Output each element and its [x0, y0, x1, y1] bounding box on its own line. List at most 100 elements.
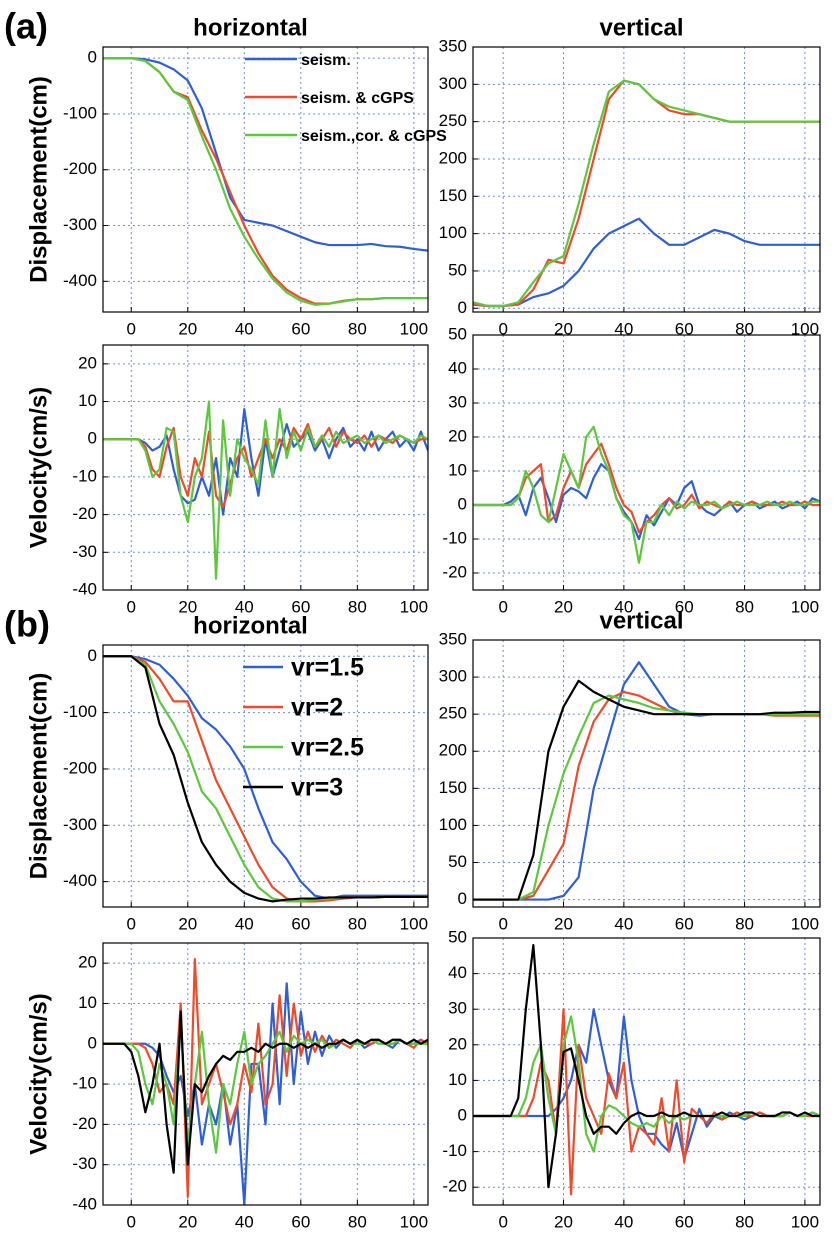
data-line [473, 679, 820, 901]
x-tick-label: 40 [614, 1212, 633, 1231]
x-tick-label: 80 [348, 597, 367, 616]
y-tick-label: 40 [448, 358, 467, 377]
x-tick-label: 60 [291, 914, 310, 933]
y-axis-label: Displacement(cm) [25, 76, 52, 283]
legend-label: vr=2.5 [291, 734, 364, 762]
panel: 0 20 40 60 80 100 -40 -30 -20 -10 0 10 20 Velocity(cm… [25, 344, 429, 616]
y-tick-label: 30 [448, 999, 467, 1018]
y-tick-label: -20 [442, 562, 467, 581]
y-tick-label: -40 [72, 1194, 97, 1213]
x-tick-label: 0 [127, 319, 136, 338]
y-tick-label: -40 [72, 579, 97, 598]
x-tick-label: 60 [291, 319, 310, 338]
x-tick-label: 0 [127, 914, 136, 933]
series-group [473, 661, 820, 901]
data-line [103, 1010, 428, 1174]
y-tick-label: 0 [458, 494, 467, 513]
series-group [473, 944, 820, 1196]
data-line [103, 1022, 428, 1154]
y-axis-label: Displacement(cm) [25, 673, 52, 880]
y-tick-label: -100 [63, 103, 97, 122]
data-line [103, 423, 428, 509]
x-tick-label: 40 [235, 597, 254, 616]
y-tick-label: 250 [439, 111, 467, 130]
y-tick-label: -10 [72, 466, 97, 485]
data-line [473, 463, 820, 541]
y-axis-label: Velocity(cm/s) [25, 993, 52, 1154]
y-tick-label: -400 [63, 871, 97, 890]
y-tick-label: 50 [448, 324, 467, 343]
plot-frame [472, 334, 821, 591]
panel: 0 20 40 60 80 100 0 -100 -200 -300 -400 horizontal (… [4, 604, 429, 933]
x-tick-label: 100 [400, 914, 428, 933]
y-tick-label: -200 [63, 758, 97, 777]
panel-title: vertical [599, 14, 683, 41]
legend-label: vr=3 [291, 774, 343, 802]
legend-label: seism.,cor. & cGPS [301, 128, 447, 145]
x-tick-label: 60 [675, 319, 694, 338]
legend-label: vr=1.5 [291, 654, 364, 682]
legend-label: seism. & cGPS [301, 90, 414, 107]
y-tick-label: 10 [78, 993, 97, 1012]
data-line [473, 79, 820, 308]
data-line [473, 1008, 820, 1160]
y-tick-label: 20 [78, 953, 97, 972]
y-axis-label: Velocity(cm/s) [25, 387, 52, 548]
y-tick-label: 0 [88, 48, 97, 67]
series-group [103, 57, 428, 306]
plot-frame [472, 937, 821, 1206]
panel-title: vertical [599, 607, 683, 634]
panel-label: (a) [4, 6, 48, 47]
y-tick-label: 20 [448, 426, 467, 445]
data-line [103, 958, 428, 1199]
y-tick-label: 0 [88, 1033, 97, 1052]
y-tick-label: 40 [448, 963, 467, 982]
panel: 0 20 40 60 80 100 -20 -10 0 10 20 30 40 50 [442, 927, 821, 1231]
plot-frame [472, 639, 821, 908]
panel: 0 20 40 60 80 100 -20 -10 0 10 20 30 40 50 [442, 324, 821, 616]
x-tick-label: 60 [675, 597, 694, 616]
y-tick-label: 200 [439, 741, 467, 760]
data-line [473, 217, 820, 308]
x-tick-label: 80 [348, 914, 367, 933]
data-line [473, 425, 820, 564]
x-tick-label: 80 [735, 597, 754, 616]
y-tick-label: 10 [78, 391, 97, 410]
x-tick-label: 40 [235, 1212, 254, 1231]
y-tick-label: 50 [448, 927, 467, 946]
y-tick-label: 50 [448, 852, 467, 871]
y-tick-label: -10 [442, 1141, 467, 1160]
y-tick-label: 300 [439, 667, 467, 686]
x-tick-label: 60 [291, 1212, 310, 1231]
series-group [103, 958, 428, 1205]
y-tick-label: 350 [439, 629, 467, 648]
x-tick-label: 40 [614, 914, 633, 933]
plot-frame [102, 942, 429, 1206]
y-tick-label: 150 [439, 186, 467, 205]
x-tick-label: 100 [400, 597, 428, 616]
data-line [473, 661, 820, 901]
panel-label: (b) [4, 604, 50, 645]
x-tick-label: 80 [735, 319, 754, 338]
y-tick-label: 350 [439, 36, 467, 55]
y-tick-label: 50 [448, 260, 467, 279]
series-group [473, 425, 820, 564]
y-tick-label: -20 [72, 504, 97, 523]
x-tick-label: 100 [791, 319, 819, 338]
plot-frame [472, 46, 821, 313]
plot-frame [102, 344, 429, 591]
panel: 0 20 40 60 80 100 -40 -30 -20 -10 0 10 20 Velocity(cm… [25, 942, 429, 1231]
x-tick-label: 20 [178, 1212, 197, 1231]
y-tick-label: 300 [439, 74, 467, 93]
x-tick-label: 60 [291, 597, 310, 616]
legend-label: seism. [301, 52, 351, 69]
x-tick-label: 100 [791, 597, 819, 616]
x-tick-label: 100 [400, 1212, 428, 1231]
x-tick-label: 40 [614, 319, 633, 338]
y-tick-label: -100 [63, 702, 97, 721]
data-line [473, 1008, 820, 1196]
y-tick-label: -200 [63, 159, 97, 178]
data-line [473, 690, 820, 901]
panel: 0 20 40 60 80 100 0 50 100 150 200 250 300 350 vertica… [439, 607, 821, 933]
y-tick-label: -300 [63, 215, 97, 234]
